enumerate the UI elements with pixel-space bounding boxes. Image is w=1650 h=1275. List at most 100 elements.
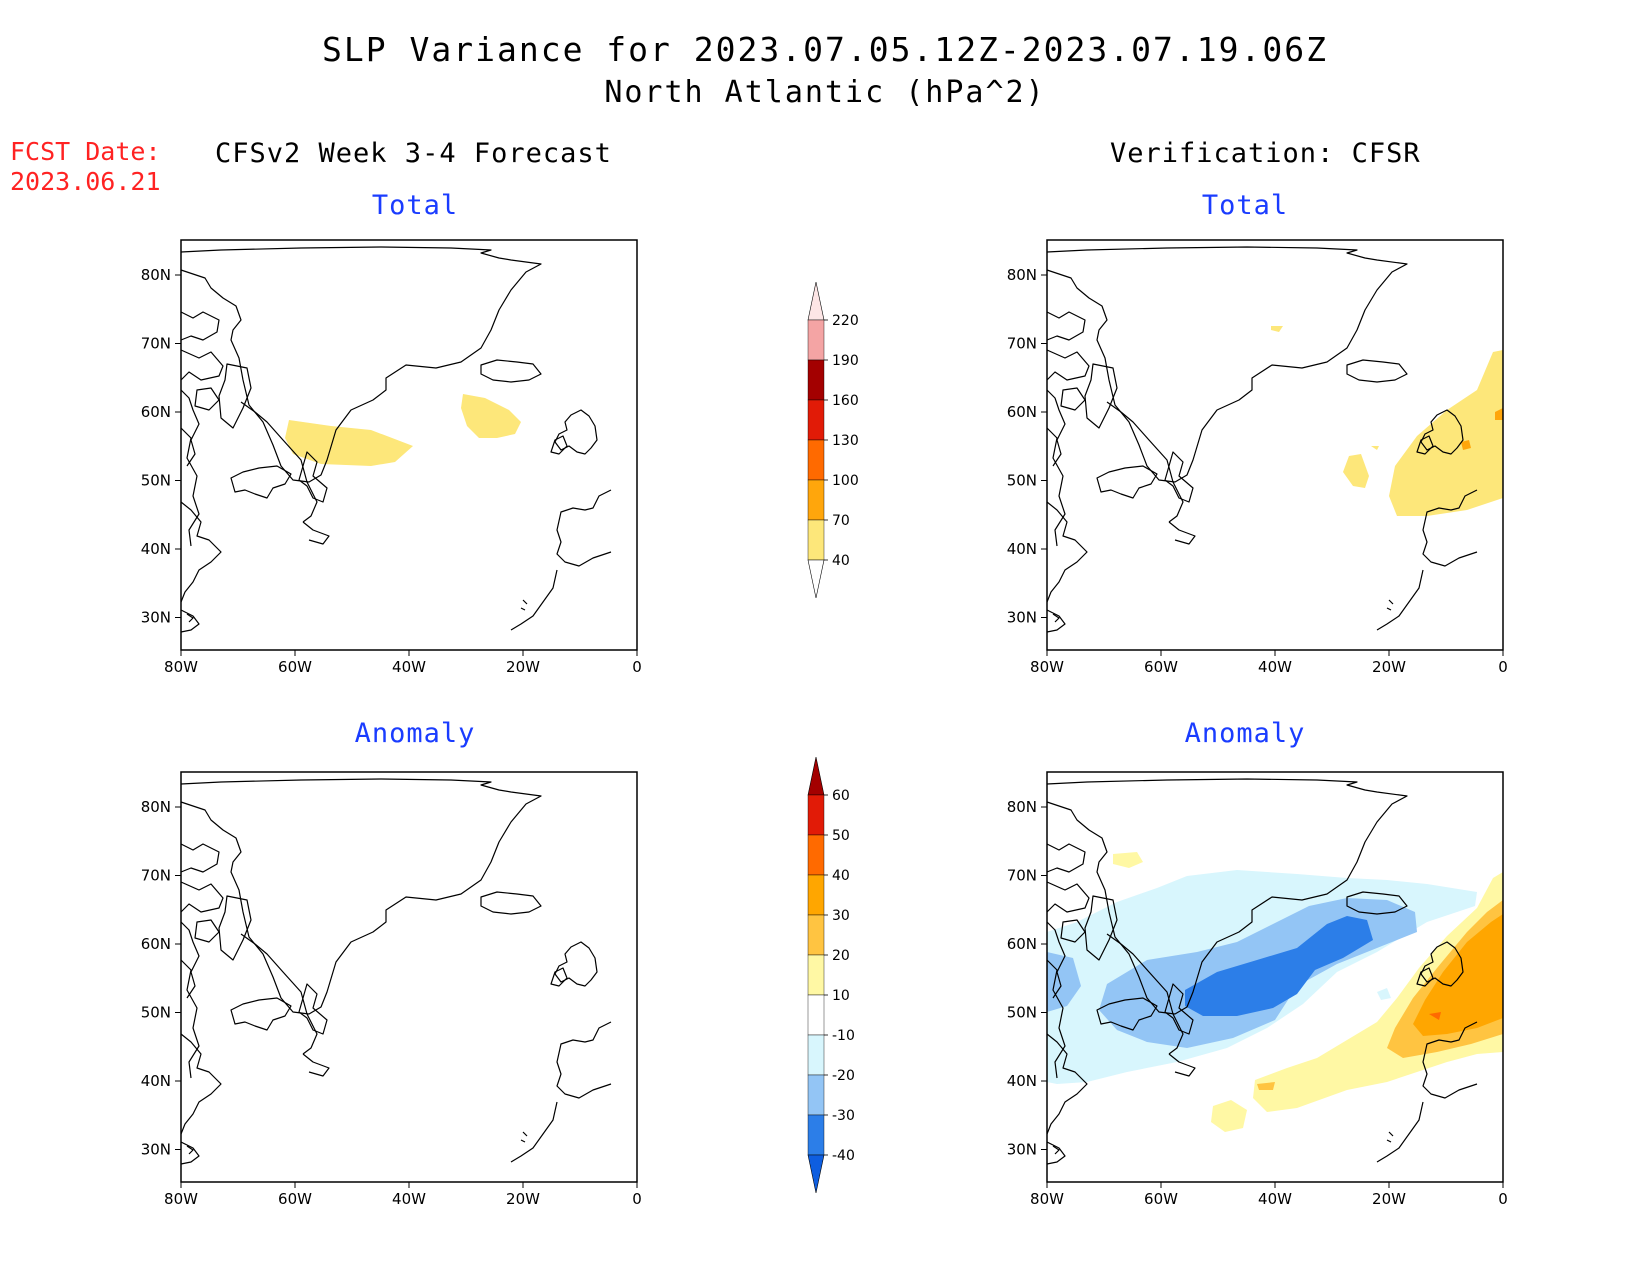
forecast-date-label: FCST Date:: [10, 137, 161, 166]
colorbar-label: 60: [832, 788, 850, 804]
anomaly-region-pos-40-small: [1429, 1012, 1441, 1020]
colorbar-label: 190: [832, 353, 859, 369]
axis-ticks: 80W 60W 40W 20W 0 80N 70N 60N 50N 40N 30N: [141, 266, 642, 676]
left-column-title: CFSv2 Week 3-4 Forecast: [215, 138, 612, 169]
anomaly-region-pos-10-south: [1211, 1100, 1247, 1132]
anomaly-region-pos-20-small: [1257, 1082, 1275, 1090]
axis-ticks: 80W 60W 40W 20W 0 80N 70N 60N 50N 40N 30N: [1007, 798, 1508, 1208]
lat-tick-label: 30N: [141, 1141, 171, 1159]
lat-tick-label: 40N: [141, 1072, 171, 1090]
coastline: [180, 778, 612, 1165]
colorbar-label: 100: [832, 473, 859, 489]
lat-tick-label: 70N: [141, 335, 171, 353]
lat-tick-label: 80N: [141, 266, 171, 284]
lon-tick-label: 80W: [164, 1190, 198, 1208]
colorbar-label: -30: [832, 1108, 855, 1124]
coastline: [1046, 246, 1478, 633]
axis-ticks: 80W 60W 40W 20W 0 80N 70N 60N 50N 40N 30N: [1007, 266, 1508, 676]
shading-layer: [1271, 326, 1503, 516]
variance-region-irish-sea: [1461, 440, 1471, 450]
variance-region-labrador-sea: [285, 420, 413, 466]
lat-tick-label: 50N: [1007, 472, 1037, 490]
colorbar-label: 50: [832, 828, 850, 844]
lat-tick-label: 80N: [141, 798, 171, 816]
anomaly-region-pos-10: [1253, 872, 1503, 1112]
colorbar-label: -10: [832, 1028, 855, 1044]
lon-tick-label: 0: [1498, 1190, 1508, 1208]
lat-tick-label: 70N: [1007, 867, 1037, 885]
colorbar-label: 40: [832, 868, 850, 884]
lat-tick-label: 50N: [141, 472, 171, 490]
colorbar-box: [807, 1074, 825, 1116]
lat-tick-label: 60N: [1007, 935, 1037, 953]
lon-tick-label: 80W: [164, 658, 198, 676]
colorbar-box: [807, 834, 825, 876]
forecast-date-value: 2023.06.21: [10, 167, 161, 196]
variance-region-british-isles: [1389, 350, 1503, 516]
forecast-anomaly-title: Anomaly: [354, 718, 476, 749]
lon-tick-label: 0: [632, 1190, 642, 1208]
variance-region-north-sea: [1495, 408, 1503, 420]
colorbar-label: 20: [832, 948, 850, 964]
lon-tick-label: 0: [632, 658, 642, 676]
colorbar-label: 10: [832, 988, 850, 1004]
colorbar-extend-top: [807, 756, 825, 796]
verification-anomaly-title: Anomaly: [1184, 718, 1306, 749]
lon-tick-label: 60W: [278, 1190, 312, 1208]
lon-tick-label: 40W: [392, 1190, 426, 1208]
colorbar-box: [807, 439, 825, 481]
main-title: SLP Variance for 2023.07.05.12Z-2023.07.…: [322, 30, 1328, 69]
anomaly-region-pos-30: [1413, 914, 1503, 1036]
variance-region-greenland-ice: [1271, 326, 1283, 332]
colorbar-label: 70: [832, 513, 850, 529]
lon-tick-label: 20W: [1372, 658, 1406, 676]
variance-region-iceland-south: [461, 394, 521, 438]
map-forecast-total: 80W 60W 40W 20W 0 80N 70N 60N 50N 40N 30N: [141, 239, 642, 676]
lat-tick-label: 80N: [1007, 798, 1037, 816]
lon-tick-label: 20W: [1372, 1190, 1406, 1208]
lat-tick-label: 50N: [141, 1004, 171, 1022]
axis-ticks: 80W 60W 40W 20W 0 80N 70N 60N 50N 40N 30N: [141, 798, 642, 1208]
lon-tick-label: 40W: [392, 658, 426, 676]
lon-tick-label: 40W: [1258, 658, 1292, 676]
colorbar-label: -20: [832, 1068, 855, 1084]
colorbar-box: [807, 519, 825, 561]
forecast-date-block: FCST Date: 2023.06.21: [10, 137, 161, 197]
lat-tick-label: 60N: [141, 935, 171, 953]
colorbar-extend-bottom: [807, 1154, 825, 1194]
colorbar-label: 130: [832, 433, 859, 449]
colorbar-box: [807, 994, 825, 1036]
lon-tick-label: 60W: [1144, 1190, 1178, 1208]
right-column-title: Verification: CFSR: [1110, 138, 1421, 169]
colorbar-label: -40: [832, 1148, 855, 1164]
colorbar-box: [807, 1034, 825, 1076]
lon-tick-label: 0: [1498, 658, 1508, 676]
map-verification-anomaly: 80W 60W 40W 20W 0 80N 70N 60N 50N 40N 30N: [1007, 771, 1508, 1208]
map-frame: [180, 771, 638, 1183]
coastline: [180, 246, 612, 633]
variance-region-speck: [1371, 446, 1379, 450]
lon-tick-label: 60W: [1144, 658, 1178, 676]
lat-tick-label: 30N: [141, 609, 171, 627]
shading-layer: [1047, 852, 1503, 1132]
colorbar-label: 160: [832, 393, 859, 409]
lat-tick-label: 60N: [1007, 403, 1037, 421]
colorbar-box: [807, 1114, 825, 1156]
colorbar-anomaly: -40 -30 -20 -10 10 20 30 40 50 60: [807, 756, 855, 1194]
map-forecast-anomaly: 80W 60W 40W 20W 0 80N 70N 60N 50N 40N 30N: [141, 771, 642, 1208]
colorbar-extend-top: [807, 281, 825, 321]
variance-region-mid-atlantic: [1343, 454, 1369, 488]
shading-layer: [285, 394, 521, 466]
colorbar-label: 220: [832, 313, 859, 329]
colorbar-label: 30: [832, 908, 850, 924]
lon-tick-label: 20W: [506, 1190, 540, 1208]
colorbar-box: [807, 399, 825, 441]
anomaly-region-neg-30: [1185, 916, 1373, 1016]
colorbar-box: [807, 914, 825, 956]
lon-tick-label: 20W: [506, 658, 540, 676]
colorbar-box: [807, 794, 825, 836]
lon-tick-label: 80W: [1030, 1190, 1064, 1208]
colorbar-box: [807, 319, 825, 361]
lat-tick-label: 70N: [141, 867, 171, 885]
lat-tick-label: 40N: [1007, 540, 1037, 558]
